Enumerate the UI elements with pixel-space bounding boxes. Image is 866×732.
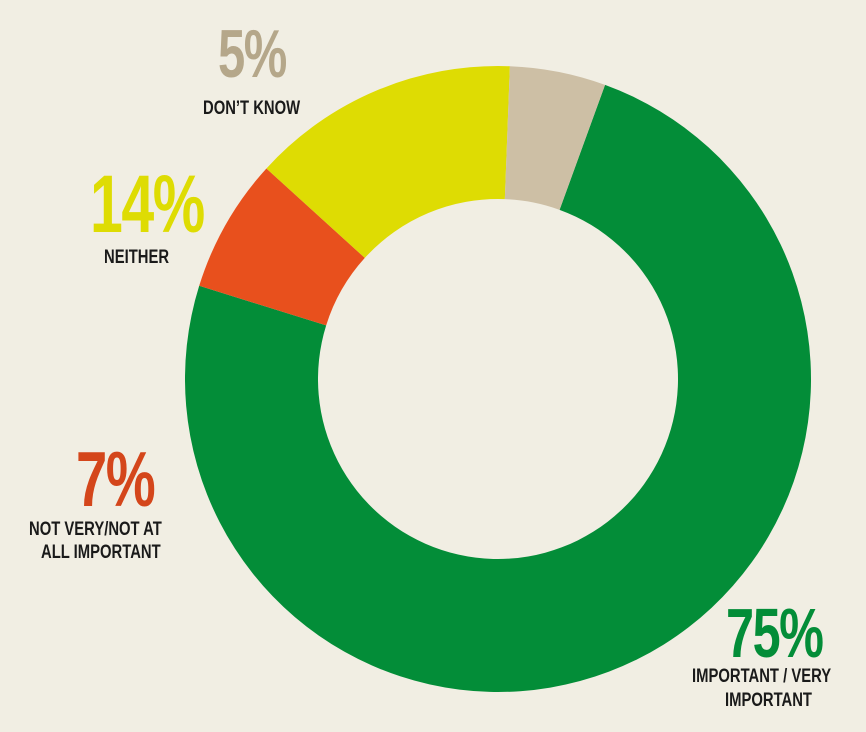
label-dont-know-text: DON’T KNOW bbox=[203, 98, 301, 119]
label-not-important-line2: ALL IMPORTANT bbox=[41, 542, 161, 563]
label-neither-pct: 14% bbox=[90, 159, 205, 250]
slice-dont-know bbox=[504, 66, 606, 210]
label-important-line2: IMPORTANT bbox=[725, 690, 812, 711]
label-not-important-pct: 7% bbox=[76, 435, 156, 523]
slice-important bbox=[185, 84, 812, 692]
label-important-pct: 75% bbox=[726, 594, 824, 672]
slice-not-important bbox=[199, 168, 365, 326]
label-dont-know-pct: 5% bbox=[218, 16, 287, 92]
slice-neither bbox=[266, 66, 510, 258]
label-important-line1: IMPORTANT / VERY bbox=[692, 666, 832, 687]
label-neither-text: NEITHER bbox=[104, 247, 170, 268]
label-not-important-line1: NOT VERY/NOT AT bbox=[29, 519, 162, 540]
